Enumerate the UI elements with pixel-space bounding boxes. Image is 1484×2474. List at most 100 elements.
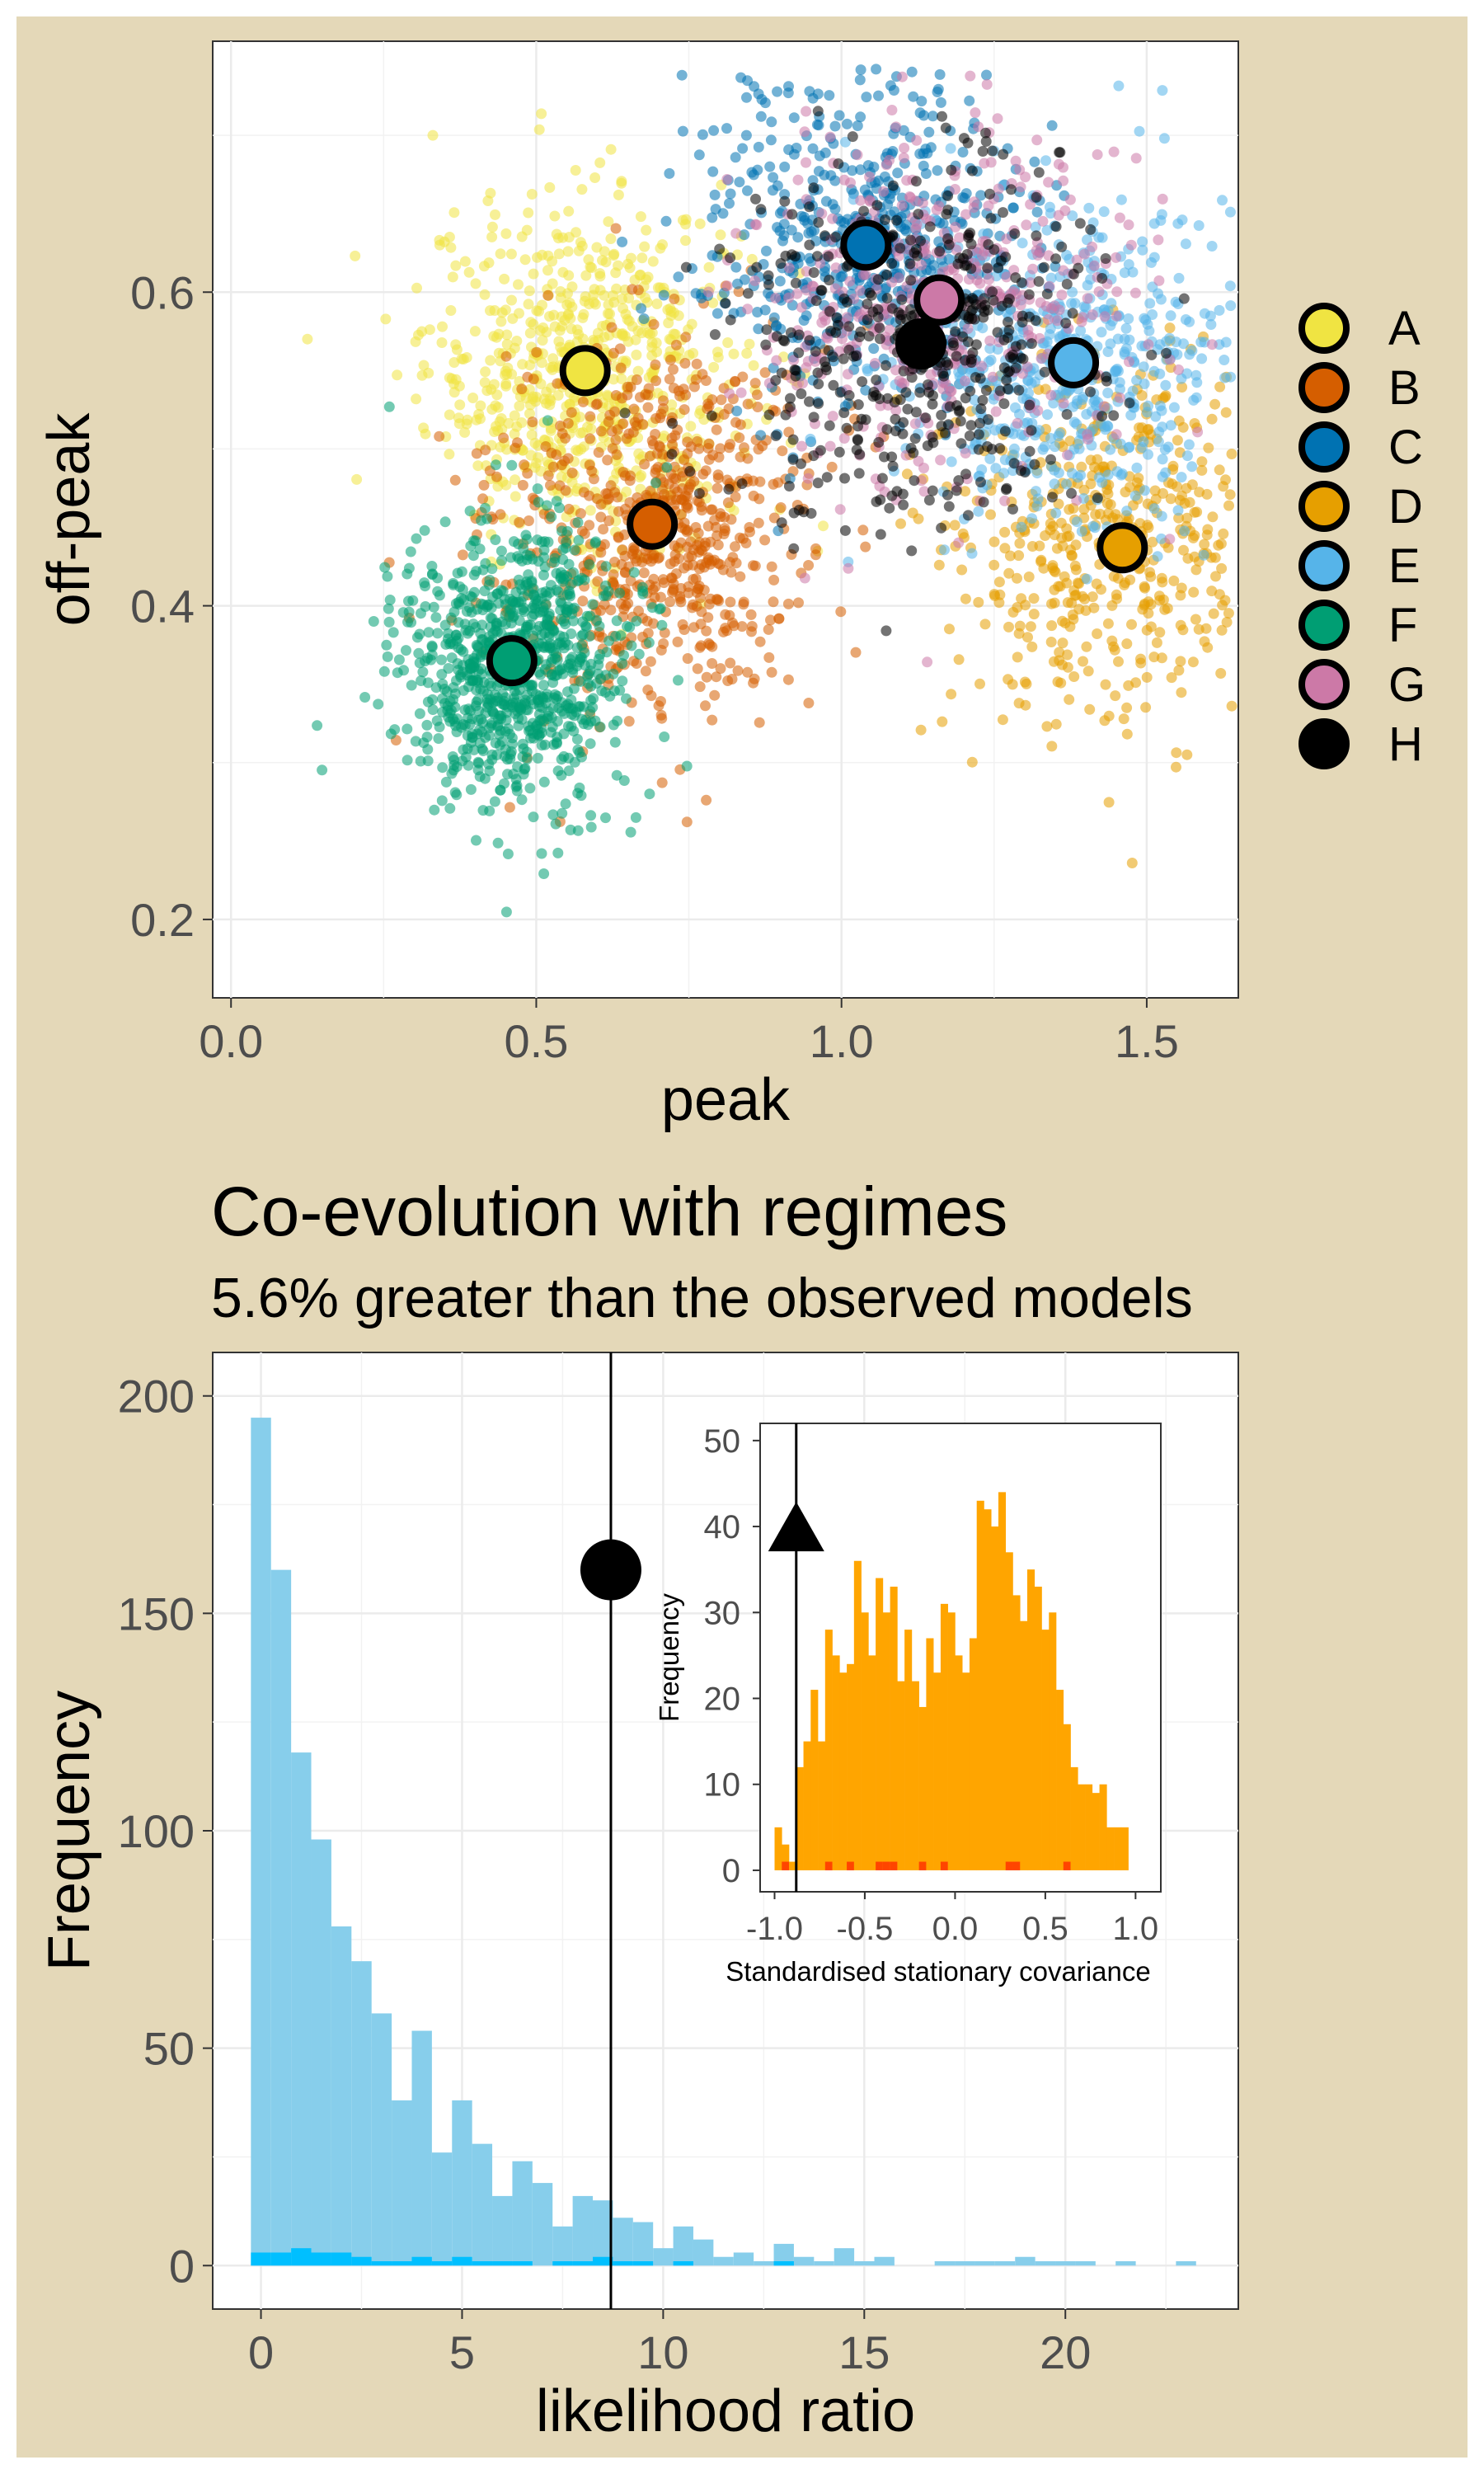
data-point <box>489 379 500 390</box>
data-point <box>953 475 965 487</box>
x-tick-label: 0.0 <box>199 1015 263 1067</box>
data-point <box>1153 590 1165 602</box>
data-point <box>719 523 730 534</box>
data-point <box>542 250 554 261</box>
data-point <box>528 811 539 823</box>
data-point <box>459 426 471 438</box>
inset-bar <box>933 1672 942 1870</box>
data-point <box>536 108 547 120</box>
data-point <box>642 402 654 413</box>
data-point <box>801 157 811 168</box>
data-point <box>1023 289 1035 300</box>
histogram-bar-overlay <box>411 2256 432 2266</box>
data-point <box>1060 317 1072 329</box>
inset-bar <box>1114 1827 1122 1870</box>
data-point <box>472 460 484 472</box>
inset-bar <box>940 1603 948 1870</box>
group-mean-G <box>913 274 965 326</box>
data-point <box>1221 617 1233 628</box>
data-point <box>933 559 945 571</box>
data-point <box>701 625 712 637</box>
data-point <box>393 654 405 666</box>
data-point <box>381 639 392 651</box>
data-point <box>802 473 814 484</box>
data-point <box>722 675 734 686</box>
data-point <box>1000 484 1012 496</box>
data-point <box>861 92 872 103</box>
data-point <box>739 442 749 454</box>
data-point <box>703 599 715 610</box>
data-point <box>551 496 562 507</box>
data-point <box>572 576 584 587</box>
data-point <box>1141 671 1153 683</box>
data-point <box>633 648 645 660</box>
data-point <box>965 263 977 275</box>
data-point <box>1045 303 1057 314</box>
data-point <box>1153 275 1165 286</box>
data-point <box>752 402 763 412</box>
y-tick-label: 200 <box>118 1371 195 1423</box>
data-point <box>505 248 517 260</box>
data-point <box>1082 293 1093 304</box>
data-point <box>1183 439 1195 450</box>
data-point <box>751 261 763 273</box>
data-point <box>493 328 505 340</box>
data-point <box>642 684 654 696</box>
data-point <box>830 262 842 274</box>
data-point <box>1146 349 1158 360</box>
data-point <box>1007 202 1019 214</box>
data-point <box>879 451 890 463</box>
data-point <box>1158 487 1168 499</box>
data-point <box>999 526 1011 538</box>
data-point <box>516 555 528 567</box>
data-point <box>541 500 552 511</box>
data-point <box>382 651 393 662</box>
data-point <box>580 620 591 632</box>
data-point <box>611 283 622 294</box>
inset-bar <box>1063 1724 1071 1870</box>
data-point <box>622 381 633 393</box>
data-point <box>472 604 483 615</box>
data-point <box>951 400 963 412</box>
data-point <box>1180 314 1191 325</box>
data-point <box>1029 156 1040 167</box>
data-point <box>502 769 513 780</box>
inset-bar <box>962 1672 970 1870</box>
data-point <box>889 397 900 408</box>
y-tick-label: 0 <box>169 2240 195 2292</box>
data-point <box>392 667 403 679</box>
data-point <box>1143 608 1154 619</box>
data-point <box>638 313 650 324</box>
data-point <box>1188 394 1200 406</box>
data-point <box>1171 761 1181 773</box>
data-point <box>527 416 538 428</box>
data-point <box>924 221 936 233</box>
data-point <box>1156 572 1167 584</box>
data-point <box>1098 206 1110 218</box>
data-point <box>1042 409 1053 421</box>
data-point <box>1108 641 1119 652</box>
data-point <box>490 400 501 412</box>
data-point <box>551 449 562 460</box>
data-point <box>1021 361 1033 373</box>
data-point <box>1176 373 1187 384</box>
data-point <box>813 120 824 131</box>
data-point <box>471 414 482 426</box>
data-point <box>961 248 973 260</box>
data-point <box>1061 478 1072 490</box>
data-point <box>874 393 885 405</box>
data-point <box>584 490 595 501</box>
data-point <box>1007 679 1018 690</box>
data-point <box>978 312 989 323</box>
data-point <box>793 347 805 359</box>
data-point <box>1026 425 1037 436</box>
data-point <box>1045 637 1057 647</box>
legend-label-E: E <box>1388 539 1421 593</box>
data-point <box>786 224 797 236</box>
data-point <box>1045 322 1056 334</box>
data-point <box>887 460 899 472</box>
data-point <box>458 684 469 696</box>
data-point <box>655 644 667 656</box>
histogram-bar <box>291 1752 312 2266</box>
data-point <box>429 804 440 816</box>
